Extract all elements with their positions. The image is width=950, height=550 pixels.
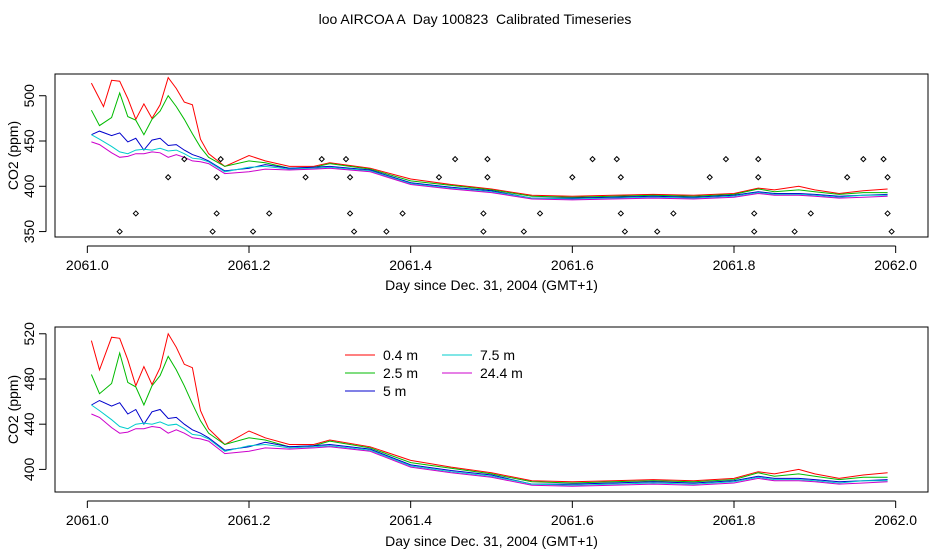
x-tick-label: 2061.6 [551, 512, 594, 528]
y-axis-label: CO2 (ppm) [5, 121, 21, 190]
y-tick-label: 450 [21, 129, 37, 153]
scatter-point [383, 228, 390, 235]
series-line-1 [90, 91, 888, 198]
y-tick-label: 500 [21, 84, 37, 108]
scatter-point [249, 228, 257, 235]
scatter-point [266, 210, 273, 217]
scatter-point [350, 228, 358, 235]
x-tick-label: 2062.0 [874, 257, 917, 273]
series-line-7-5-m [91, 404, 888, 486]
scatter-point [213, 174, 220, 181]
scatter-point [318, 155, 325, 163]
scatter-point [342, 155, 350, 163]
series-line-5-m [91, 399, 888, 485]
scatter-point [302, 174, 309, 181]
x-tick-label: 2061.4 [389, 257, 432, 273]
scatter-point [164, 174, 172, 181]
legend-label: 24.4 m [480, 365, 523, 381]
x-axis-label: Day since Dec. 31, 2004 (GMT+1) [385, 277, 598, 293]
scatter-point [399, 210, 406, 217]
scatter-point [884, 174, 891, 181]
plot-area [90, 332, 888, 487]
legend-label: 7.5 m [480, 347, 515, 363]
scatter-point [751, 210, 758, 217]
series-line-24-4-m [91, 413, 888, 487]
legend-label: 2.5 m [383, 365, 418, 381]
series-line-0-4-m [90, 332, 888, 483]
scatter-point [843, 174, 851, 181]
scatter-point [613, 155, 620, 163]
x-tick-label: 2061.4 [389, 512, 432, 528]
scatter-point [213, 210, 220, 217]
scatter-point [451, 155, 459, 163]
y-axis-label: CO2 (ppm) [5, 375, 21, 444]
timeseries-panel-top: 2061.0 2061.2 2061.4 2061.6 2061.8 2062.0 350 4… [5, 73, 929, 293]
x-tick-label: 2062.0 [874, 512, 917, 528]
scatter-point [132, 210, 140, 217]
plot-frame [54, 326, 929, 493]
x-tick-label: 2061.6 [551, 257, 594, 273]
y-tick-label: 520 [21, 322, 37, 346]
scatter-point [209, 228, 216, 235]
series-line-2 [91, 130, 888, 199]
x-tick-label: 2061.8 [713, 257, 756, 273]
scatter-point [880, 155, 887, 163]
scatter-point [589, 155, 596, 163]
scatter-point [807, 210, 814, 217]
page-title: loo AIRCOA A Day 100823 Calibrated Times… [318, 11, 632, 27]
scatter-point [621, 228, 629, 235]
scatter-point [346, 174, 354, 181]
x-tick-label: 2061.2 [228, 512, 271, 528]
scatter-point [484, 174, 491, 181]
x-axis-label: Day since Dec. 31, 2004 (GMT+1) [385, 533, 598, 549]
scatter-point [569, 174, 576, 181]
scatter-point [346, 210, 354, 217]
x-tick-label: 2061.8 [713, 512, 756, 528]
scatter-point [617, 210, 625, 217]
scatter-point [884, 210, 891, 217]
scatter-point [860, 155, 867, 163]
scatter-point [480, 228, 487, 235]
scatter-point [755, 155, 762, 163]
scatter-point [217, 155, 224, 163]
scatter-point [654, 228, 661, 235]
scatter-point [755, 174, 762, 181]
scatter-point [520, 228, 528, 235]
y-tick-label: 350 [21, 220, 37, 244]
y-tick-label: 400 [21, 174, 37, 198]
scatter-point [751, 228, 758, 235]
scatter-point [791, 228, 798, 235]
y-tick-label: 440 [21, 412, 37, 436]
series-line-3 [91, 134, 888, 200]
scatter-point [888, 228, 895, 235]
plot-frame [54, 73, 929, 238]
timeseries-panel-bottom: 2061.0 2061.2 2061.4 2061.6 2061.8 2062.0 400 4… [5, 322, 929, 549]
scatter-point [116, 228, 123, 235]
scatter-point [722, 155, 730, 163]
scatter-point [484, 155, 491, 163]
x-tick-label: 2061.0 [66, 257, 109, 273]
scatter-point [670, 210, 677, 217]
scatter-point [181, 155, 188, 163]
legend-label: 0.4 m [383, 347, 418, 363]
plot-area [90, 76, 895, 235]
scatter-point [617, 174, 625, 181]
x-tick-label: 2061.2 [228, 257, 271, 273]
series-line-4 [91, 141, 888, 201]
series-line-0 [90, 76, 888, 197]
x-tick-label: 2061.0 [66, 512, 109, 528]
y-tick-label: 400 [21, 458, 37, 482]
legend-label: 5 m [383, 383, 406, 399]
y-tick-label: 480 [21, 367, 37, 391]
scatter-point [706, 174, 713, 181]
scatter-point [536, 210, 544, 217]
scatter-point [435, 174, 443, 181]
scatter-point [480, 210, 487, 217]
